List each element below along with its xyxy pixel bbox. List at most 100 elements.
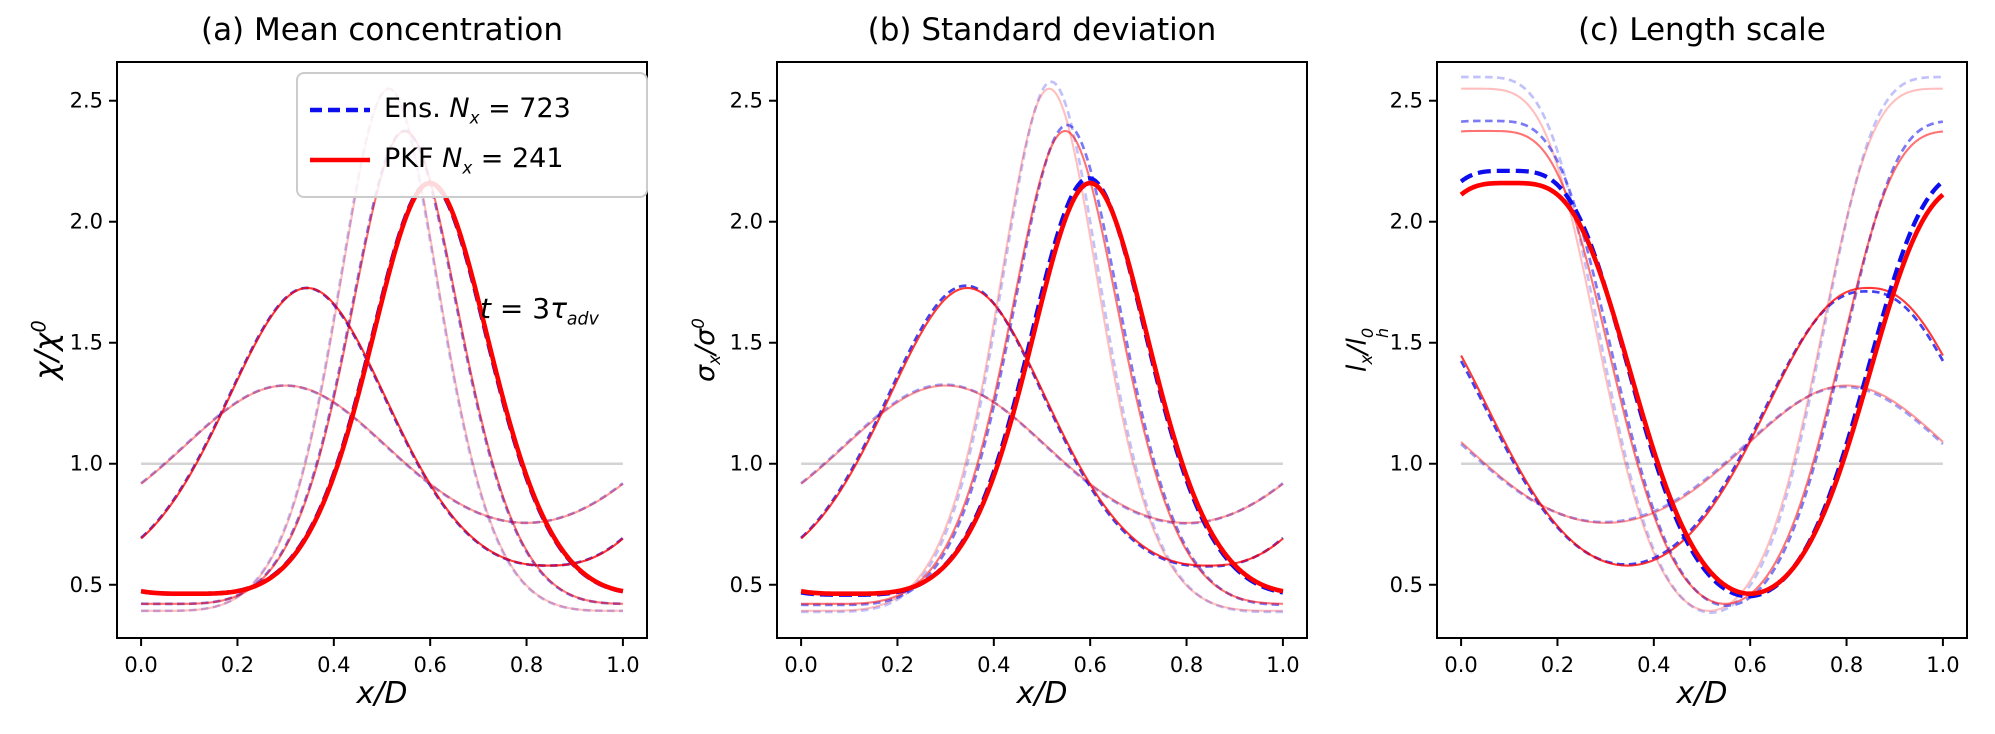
- x-tick-label-c: 0.4: [1637, 653, 1670, 677]
- ylabel-b-sup: 0: [687, 318, 708, 329]
- curve-c-ens-5: [1459, 168, 1945, 599]
- curve-c-ens-3: [1461, 75, 1943, 614]
- annotation-tau: τ: [550, 292, 567, 325]
- x-tick-label-b: 0.6: [1073, 653, 1106, 677]
- panel-a-xlabel: x/D: [356, 676, 408, 711]
- annotation-sub: adv: [566, 309, 599, 330]
- curve-a-ens-1: [140, 384, 624, 525]
- panel-c-xlabel: x/D: [1676, 676, 1728, 711]
- time-annotation: t = 3τadv: [480, 292, 599, 330]
- legend-label-pkf: PKF Nx = 241: [384, 143, 564, 177]
- legend-pkf-prefix: PKF: [384, 142, 443, 174]
- annotation-eq: = 3: [490, 292, 551, 325]
- x-tick-label-a: 0.0: [124, 653, 157, 677]
- y-tick-label-b: 2.5: [730, 89, 763, 113]
- y-tick-label-c: 0.5: [1390, 573, 1423, 597]
- ylabel-c-sub-h: h: [1372, 327, 1392, 339]
- legend-pkf-value: = 241: [472, 142, 564, 174]
- axes-spines-a: [116, 61, 648, 639]
- y-tick-label-b: 1.0: [730, 452, 763, 476]
- y-tick-label-b: 0.5: [730, 573, 763, 597]
- panel-a: 0.0 0.2 0.4 0.6 0.8 1.0 0.5 1.0 1.5 2.0 2.5 (a) Me…: [0, 0, 675, 734]
- x-tick-label-b: 0.8: [1170, 653, 1203, 677]
- legend-pkf-var: N: [442, 142, 463, 174]
- curve-c-pkf-1: [1460, 384, 1944, 524]
- y-tick-label-c: 2.5: [1390, 89, 1423, 113]
- plot-svg-c: 0.0 0.2 0.4 0.6 0.8 1.0 0.5 1.0 1.5 2.0 2.5: [1390, 61, 1968, 677]
- curve-b-pkf-3: [801, 87, 1283, 612]
- legend-pkf-sub: x: [462, 156, 473, 177]
- x-tick-label-b: 0.0: [784, 653, 817, 677]
- x-tick-label-c: 0.6: [1733, 653, 1766, 677]
- panel-a-ylabel: χ/χ0: [27, 320, 64, 379]
- y-tick-label-b: 2.0: [730, 210, 763, 234]
- ylabel-b-sub: x: [704, 354, 725, 365]
- panel-b-title: (b) Standard deviation: [867, 12, 1217, 48]
- x-tick-label-a: 0.6: [413, 653, 446, 677]
- ylabel-b-sigma2: σ: [689, 328, 721, 346]
- panel-c: 0.0 0.2 0.4 0.6 0.8 1.0 0.5 1.0 1.5 2.0 2.5 (c) Le…: [1320, 0, 1995, 734]
- y-tick-label-c: 1.0: [1390, 452, 1423, 476]
- y-tick-label-b: 1.5: [730, 331, 763, 355]
- panel-b-ylabel: σx/σ0: [688, 318, 724, 382]
- curve-c-pkf-4: [1461, 129, 1944, 605]
- legend-entry-ens: Ens. Nx = 723: [308, 93, 634, 127]
- y-tick-label-a: 2.5: [70, 89, 103, 113]
- ylabel-a-chi2: χ: [28, 332, 65, 351]
- x-tick-label-a: 0.8: [510, 653, 543, 677]
- axes-spines-c: [1436, 61, 1968, 639]
- axes-spines-b: [776, 61, 1308, 639]
- curve-a-ens-2: [140, 286, 624, 567]
- x-tick-label-a: 1.0: [606, 653, 639, 677]
- curve-b-pkf-1: [800, 384, 1284, 524]
- legend-ens-var: N: [449, 93, 470, 125]
- legend-line-pkf-solid: [310, 157, 370, 162]
- legend-ens-sub: x: [469, 107, 480, 128]
- ylabel-c-sub-x: x: [1356, 354, 1377, 365]
- y-tick-label-c: 1.5: [1390, 331, 1423, 355]
- legend-ens-value: = 723: [479, 93, 571, 125]
- curve-c-ens-1: [1460, 385, 1944, 524]
- ylabel-a-sup: 0: [27, 320, 51, 333]
- legend-entry-pkf: PKF Nx = 241: [308, 143, 634, 177]
- curve-c-pkf-3: [1461, 87, 1943, 612]
- curve-c-ens-2: [1459, 290, 1945, 566]
- x-tick-label-a: 0.2: [221, 653, 254, 677]
- curve-b-pkf-5: [800, 180, 1284, 597]
- y-tick-label-a: 0.5: [70, 573, 103, 597]
- ylabel-b-sigma1: σ: [689, 364, 721, 382]
- panel-a-title: (a) Mean concentration: [200, 12, 564, 48]
- panel-b: 0.0 0.2 0.4 0.6 0.8 1.0 0.5 1.0 1.5 2.0 2.5 (b) St…: [660, 0, 1335, 734]
- x-tick-label-c: 0.0: [1444, 653, 1477, 677]
- curve-b-ens-1: [800, 383, 1284, 525]
- curve-b-ens-2: [800, 284, 1284, 568]
- panel-c-title: (c) Length scale: [1578, 12, 1826, 48]
- x-tick-label-a: 0.4: [317, 653, 350, 677]
- curve-b-pkf-4: [801, 130, 1283, 605]
- x-tick-label-b: 0.4: [977, 653, 1010, 677]
- x-tick-label-c: 0.8: [1830, 653, 1863, 677]
- ylabel-a-chi1: χ: [28, 361, 65, 380]
- curve-a-pkf-1: [140, 384, 624, 524]
- curve-a-pkf-5: [140, 180, 624, 597]
- y-tick-label-c: 2.0: [1390, 210, 1423, 234]
- panel-c-ylabel: lx/l 0 h: [1341, 327, 1392, 373]
- panel-b-xlabel: x/D: [1016, 676, 1068, 711]
- curve-b-pkf-2: [800, 286, 1284, 567]
- legend-label-ens: Ens. Nx = 723: [384, 93, 571, 127]
- legend: Ens. Nx = 723 PKF Nx = 241: [296, 72, 648, 198]
- x-tick-label-c: 0.2: [1541, 653, 1574, 677]
- curve-c-pkf-2: [1460, 286, 1944, 567]
- ylabel-c-l2: l: [1341, 338, 1373, 346]
- curve-c-pkf-5: [1459, 180, 1945, 597]
- annotation-t: t: [480, 292, 491, 325]
- y-tick-label-a: 2.0: [70, 210, 103, 234]
- legend-line-ens-dashed: [310, 108, 370, 113]
- y-tick-label-a: 1.5: [70, 331, 103, 355]
- y-tick-label-a: 1.0: [70, 452, 103, 476]
- ylabel-b-slash: /: [689, 345, 721, 355]
- legend-ens-prefix: Ens.: [384, 93, 450, 125]
- ylabel-c-l1: l: [1341, 364, 1373, 373]
